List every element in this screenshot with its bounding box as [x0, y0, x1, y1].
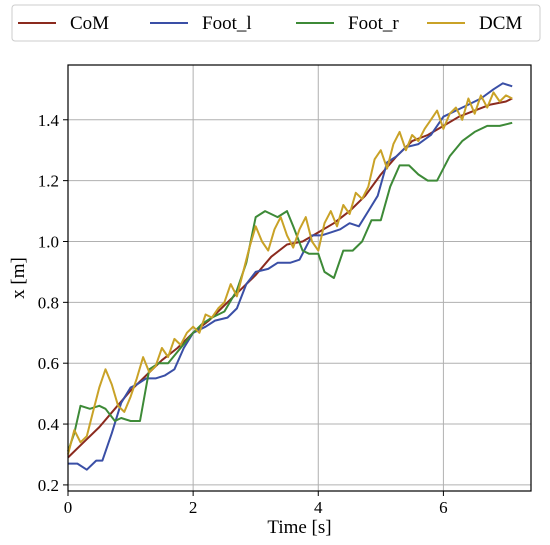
- y-axis: 0.2 0.4 0.6 0.8 1.0 1.2 1.4: [38, 111, 68, 495]
- legend-box: [11, 4, 541, 42]
- y-tick-label: 1.2: [38, 172, 59, 191]
- series-line-foot-l: [68, 82, 513, 471]
- y-tick-label: 0.8: [38, 293, 59, 312]
- series-line-dcm: [67, 91, 513, 455]
- y-tick-label: 0.4: [38, 415, 60, 434]
- y-tick-label: 0.2: [38, 476, 59, 495]
- y-tick-label: 1.4: [38, 111, 60, 130]
- series-line-foot-r: [67, 121, 513, 452]
- legend-label-foot-r: Foot_r: [348, 13, 399, 34]
- grid: [67, 65, 531, 491]
- series-line-com: [67, 97, 513, 459]
- series-lines: [67, 82, 513, 471]
- legend-label-foot-l: Foot_l: [202, 13, 252, 34]
- legend: CoM Foot_l Foot_r DCM: [11, 4, 541, 42]
- x-axis-label: Time [s]: [267, 517, 331, 538]
- x-tick-label: 6: [439, 498, 448, 517]
- x-tick-label: 4: [314, 498, 323, 517]
- legend-label-dcm: DCM: [479, 13, 522, 34]
- x-tick-label: 2: [189, 498, 198, 517]
- x-axis: 0 2 4 6: [64, 491, 448, 517]
- y-tick-label: 1.0: [38, 232, 59, 251]
- legend-label-com: CoM: [70, 13, 109, 34]
- y-tick-label: 0.6: [38, 354, 59, 373]
- plot-frame: [67, 64, 532, 492]
- x-tick-label: 0: [64, 498, 73, 517]
- y-axis-label: x [m]: [8, 257, 29, 299]
